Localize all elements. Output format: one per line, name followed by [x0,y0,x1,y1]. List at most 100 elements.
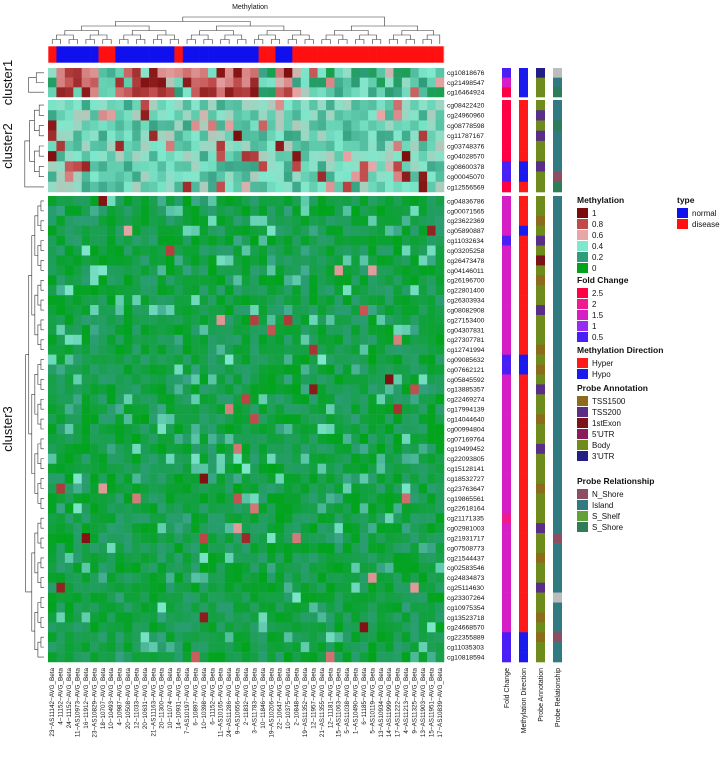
type-cell-normal [90,46,99,63]
heatmap-cell [385,87,394,98]
heatmap-cell [435,493,445,504]
heatmap-cell [317,245,327,256]
heatmap-cell [326,354,335,365]
heatmap-cell [300,483,310,494]
annotation-cell-methylation-direction [519,582,528,593]
annotation-cell-probe-relationship [553,394,562,405]
heatmap-cell [123,295,133,306]
heatmap-cell [199,602,209,613]
heatmap-cell [300,245,310,256]
heatmap-cell [64,324,74,336]
heatmap-cell [326,384,335,395]
heatmap-cell [182,473,192,484]
heatmap-cell [149,265,158,276]
heatmap-cell [283,572,293,583]
heatmap-cell [48,523,57,534]
heatmap-cell [258,543,268,554]
heatmap-cell [393,433,403,445]
heatmap-cell [418,295,428,306]
heatmap-cell [56,582,66,593]
column-label: 5−AS10119−AVG_Beta [369,668,376,734]
heatmap-cell [300,344,310,355]
heatmap-cell [267,225,276,236]
column-dendrogram-branch [115,21,251,26]
heatmap-cell [165,384,175,395]
heatmap-cell [376,344,386,355]
heatmap-cell [359,161,369,172]
heatmap-cell [292,68,302,78]
column-dendrogram-branch [64,30,99,35]
heatmap-cell [283,354,293,365]
heatmap-cell [98,642,108,653]
heatmap-cell [267,503,276,514]
heatmap-cell [165,404,175,415]
column-label: 7−AS10197−AVG_Beta [184,668,191,735]
annotation-cell-fold-change [502,235,511,246]
heatmap-cell [427,87,436,98]
type-cell-disease [309,46,318,63]
heatmap-cell [208,543,217,554]
heatmap-cell [309,632,318,643]
heatmap-cell [191,503,200,514]
heatmap-cell [115,622,125,633]
heatmap-cell [326,68,335,78]
heatmap-cell [149,130,158,142]
heatmap-cell [81,140,91,152]
annotation-cell-methylation-direction [519,295,528,306]
heatmap-cell [81,582,91,593]
heatmap-cell [174,255,184,266]
heatmap-cell [258,493,268,504]
heatmap-cell [216,295,226,306]
column-label: 2−10848−AVG_Beta [294,668,301,726]
heatmap-cell [401,592,411,603]
heatmap-cell [90,384,99,395]
heatmap-cell [309,592,318,603]
annotation-cell-probe-annotation [536,552,545,564]
heatmap-cell [359,572,369,583]
heatmap-cell [174,245,184,256]
heatmap-cell [106,364,116,375]
heatmap-cell [64,374,74,385]
cluster-label: cluster1 [0,60,15,106]
annotation-cell-probe-relationship [553,255,562,266]
heatmap-cell [224,205,234,217]
annotation-cell-fold-change [502,394,511,405]
heatmap-cell [393,275,403,286]
heatmap-cell [123,513,133,524]
heatmap-cell [283,285,293,296]
heatmap-cell [427,592,436,603]
heatmap-cell [216,552,226,564]
heatmap-cell [208,181,217,193]
heatmap-cell [140,652,150,663]
heatmap-cell [165,120,175,131]
heatmap-cell [115,130,125,142]
heatmap-cell [73,533,82,544]
column-label: 12−11181−AVG_Beta [327,668,334,729]
heatmap-cell [157,285,167,296]
heatmap-cell [326,120,335,131]
heatmap-cell [140,642,150,653]
heatmap-cell [393,523,403,534]
heatmap-cell [326,140,335,152]
heatmap-cell [174,404,184,415]
heatmap-cell [410,543,419,554]
annotation-cell-fold-change [502,140,511,152]
heatmap-cell [267,285,276,296]
heatmap-cell [435,562,445,574]
heatmap-cell [233,552,243,564]
heatmap-cell [435,265,445,276]
heatmap-cell [165,275,175,286]
heatmap-cell [64,404,74,415]
row-label: cg08082908 [447,307,485,314]
heatmap-cell [309,513,318,524]
row-label: cg23622369 [447,218,485,225]
heatmap-cell [427,196,436,207]
heatmap-cell [73,305,82,316]
heatmap-cell [64,255,74,266]
heatmap-cell [317,483,327,494]
heatmap-cell [115,433,125,445]
heatmap-cell [208,562,217,574]
heatmap-cell [427,215,436,226]
heatmap-cell [368,384,377,395]
type-cell-normal [56,46,66,63]
